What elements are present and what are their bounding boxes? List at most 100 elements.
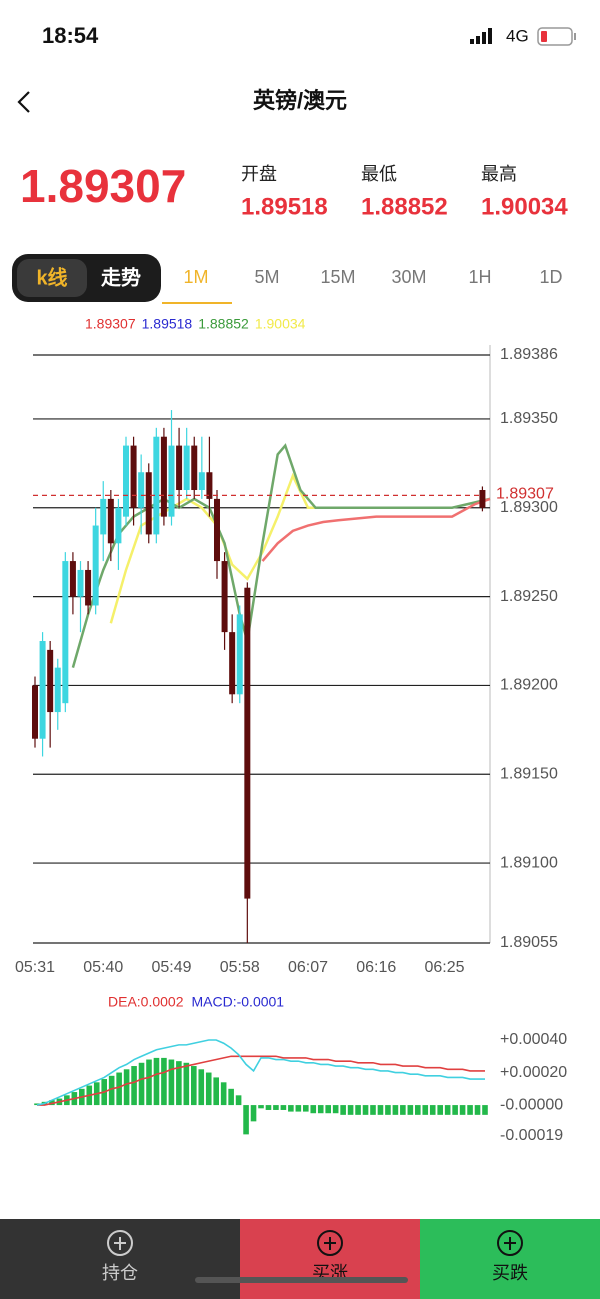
x-tick-label: 05:40 bbox=[83, 959, 123, 976]
quote-label: 开盘 bbox=[241, 164, 277, 184]
mode-tab[interactable]: k线 bbox=[36, 265, 67, 289]
macd-bar bbox=[317, 1105, 324, 1114]
macd-bar bbox=[205, 1072, 212, 1106]
macd-bar bbox=[392, 1105, 399, 1115]
y-tick-label: 1.89055 bbox=[500, 934, 558, 951]
candle-body bbox=[198, 472, 205, 491]
candle-body bbox=[221, 561, 228, 633]
macd-bar bbox=[429, 1105, 436, 1115]
macd-bar bbox=[273, 1105, 279, 1110]
interval-tab[interactable]: 15M bbox=[320, 267, 355, 287]
y-tick-label: 1.89250 bbox=[500, 588, 558, 605]
interval-tab[interactable]: 1D bbox=[539, 267, 562, 287]
legend-value: 1.89518 bbox=[142, 316, 193, 332]
home-indicator bbox=[195, 1277, 408, 1283]
candle-body bbox=[69, 561, 76, 597]
macd-bar bbox=[168, 1059, 175, 1106]
quote-value: 1.90034 bbox=[481, 193, 568, 220]
macd-bar bbox=[280, 1105, 287, 1110]
y-tick-label: 1.89300 bbox=[500, 499, 558, 516]
x-tick-label: 06:25 bbox=[424, 959, 464, 976]
y-tick-label: 1.89200 bbox=[500, 677, 558, 694]
macd-bar bbox=[482, 1105, 488, 1115]
candle-body bbox=[214, 498, 220, 562]
macd-bar bbox=[198, 1069, 205, 1106]
hold-button[interactable] bbox=[0, 1219, 240, 1299]
interval-tab[interactable]: 30M bbox=[391, 267, 426, 287]
y-tick-label: 1.89386 bbox=[500, 346, 558, 363]
macd-bar bbox=[474, 1105, 481, 1115]
macd-bar bbox=[138, 1062, 145, 1106]
candle-body bbox=[100, 498, 107, 535]
macd-bar bbox=[220, 1082, 227, 1106]
candle-body bbox=[168, 445, 175, 517]
macd-bar bbox=[265, 1105, 272, 1110]
macd-bar bbox=[467, 1105, 473, 1115]
page-title: 英镑/澳元 bbox=[253, 88, 347, 113]
battery-icon bbox=[537, 27, 576, 46]
macd-bar bbox=[235, 1095, 242, 1106]
y-tick-label: -0.00019 bbox=[500, 1127, 563, 1144]
current-price: 1.89307 bbox=[20, 160, 186, 212]
macd-line bbox=[37, 1055, 485, 1106]
buy-down-button[interactable] bbox=[420, 1219, 600, 1299]
macd-bar bbox=[407, 1105, 414, 1115]
mode-tab[interactable]: 走势 bbox=[101, 265, 141, 289]
y-tick-label: +0.00020 bbox=[500, 1064, 567, 1081]
candle-body bbox=[229, 632, 236, 695]
bottom-button-label[interactable]: 持仓 bbox=[102, 1263, 138, 1283]
macd-bar bbox=[332, 1105, 339, 1114]
macd-bar bbox=[385, 1105, 391, 1115]
macd-bar bbox=[191, 1066, 197, 1106]
price-line-label: 1.89307 bbox=[496, 486, 554, 503]
macd-legend: MACD:-0.0001 bbox=[192, 994, 285, 1010]
candle-body bbox=[206, 472, 213, 499]
candle-body bbox=[183, 445, 190, 491]
candle-body bbox=[236, 614, 243, 695]
candle-body bbox=[138, 472, 145, 508]
macd-line bbox=[36, 1039, 485, 1106]
macd-bar bbox=[437, 1105, 443, 1115]
macd-bar bbox=[183, 1062, 190, 1106]
x-tick-label: 05:58 bbox=[220, 959, 260, 976]
macd-bar bbox=[355, 1105, 361, 1115]
candle-body bbox=[115, 507, 122, 544]
candle-body bbox=[130, 445, 137, 508]
macd-bar bbox=[131, 1066, 137, 1106]
macd-bar bbox=[340, 1105, 346, 1115]
back-button[interactable] bbox=[17, 91, 30, 113]
candle-body bbox=[62, 561, 69, 704]
macd-bar bbox=[362, 1105, 369, 1115]
interval-underline bbox=[162, 302, 232, 304]
macd-bar bbox=[176, 1061, 182, 1106]
interval-tab[interactable]: 5M bbox=[254, 267, 279, 287]
interval-tab[interactable]: 1M bbox=[183, 267, 208, 287]
buy-up-button[interactable] bbox=[240, 1219, 420, 1299]
interval-tab[interactable]: 1H bbox=[468, 267, 491, 287]
x-tick-label: 06:07 bbox=[288, 959, 328, 976]
macd-bar bbox=[213, 1077, 219, 1106]
x-tick-label: 05:49 bbox=[151, 959, 191, 976]
candle-body bbox=[32, 685, 38, 739]
macd-bar bbox=[370, 1105, 376, 1115]
y-tick-label: 1.89150 bbox=[500, 765, 558, 782]
legend-value: 1.90034 bbox=[255, 316, 306, 332]
macd-bar bbox=[310, 1105, 317, 1114]
moving-average-line bbox=[261, 497, 491, 562]
candle-body bbox=[176, 445, 183, 491]
candle-body bbox=[160, 436, 167, 517]
macd-bar bbox=[146, 1059, 152, 1106]
candle-body bbox=[85, 569, 92, 606]
x-tick-label: 05:31 bbox=[15, 959, 55, 976]
candle-body bbox=[244, 587, 251, 899]
candle-body bbox=[39, 641, 46, 739]
legend-value: 1.88852 bbox=[198, 316, 249, 332]
macd-bar bbox=[295, 1105, 302, 1112]
macd-bar bbox=[161, 1057, 167, 1106]
macd-bar bbox=[452, 1105, 458, 1115]
candle-body bbox=[479, 490, 486, 508]
candle-body bbox=[153, 436, 160, 535]
macd-bar bbox=[153, 1057, 160, 1106]
bottom-button-label[interactable]: 买跌 bbox=[492, 1263, 528, 1283]
